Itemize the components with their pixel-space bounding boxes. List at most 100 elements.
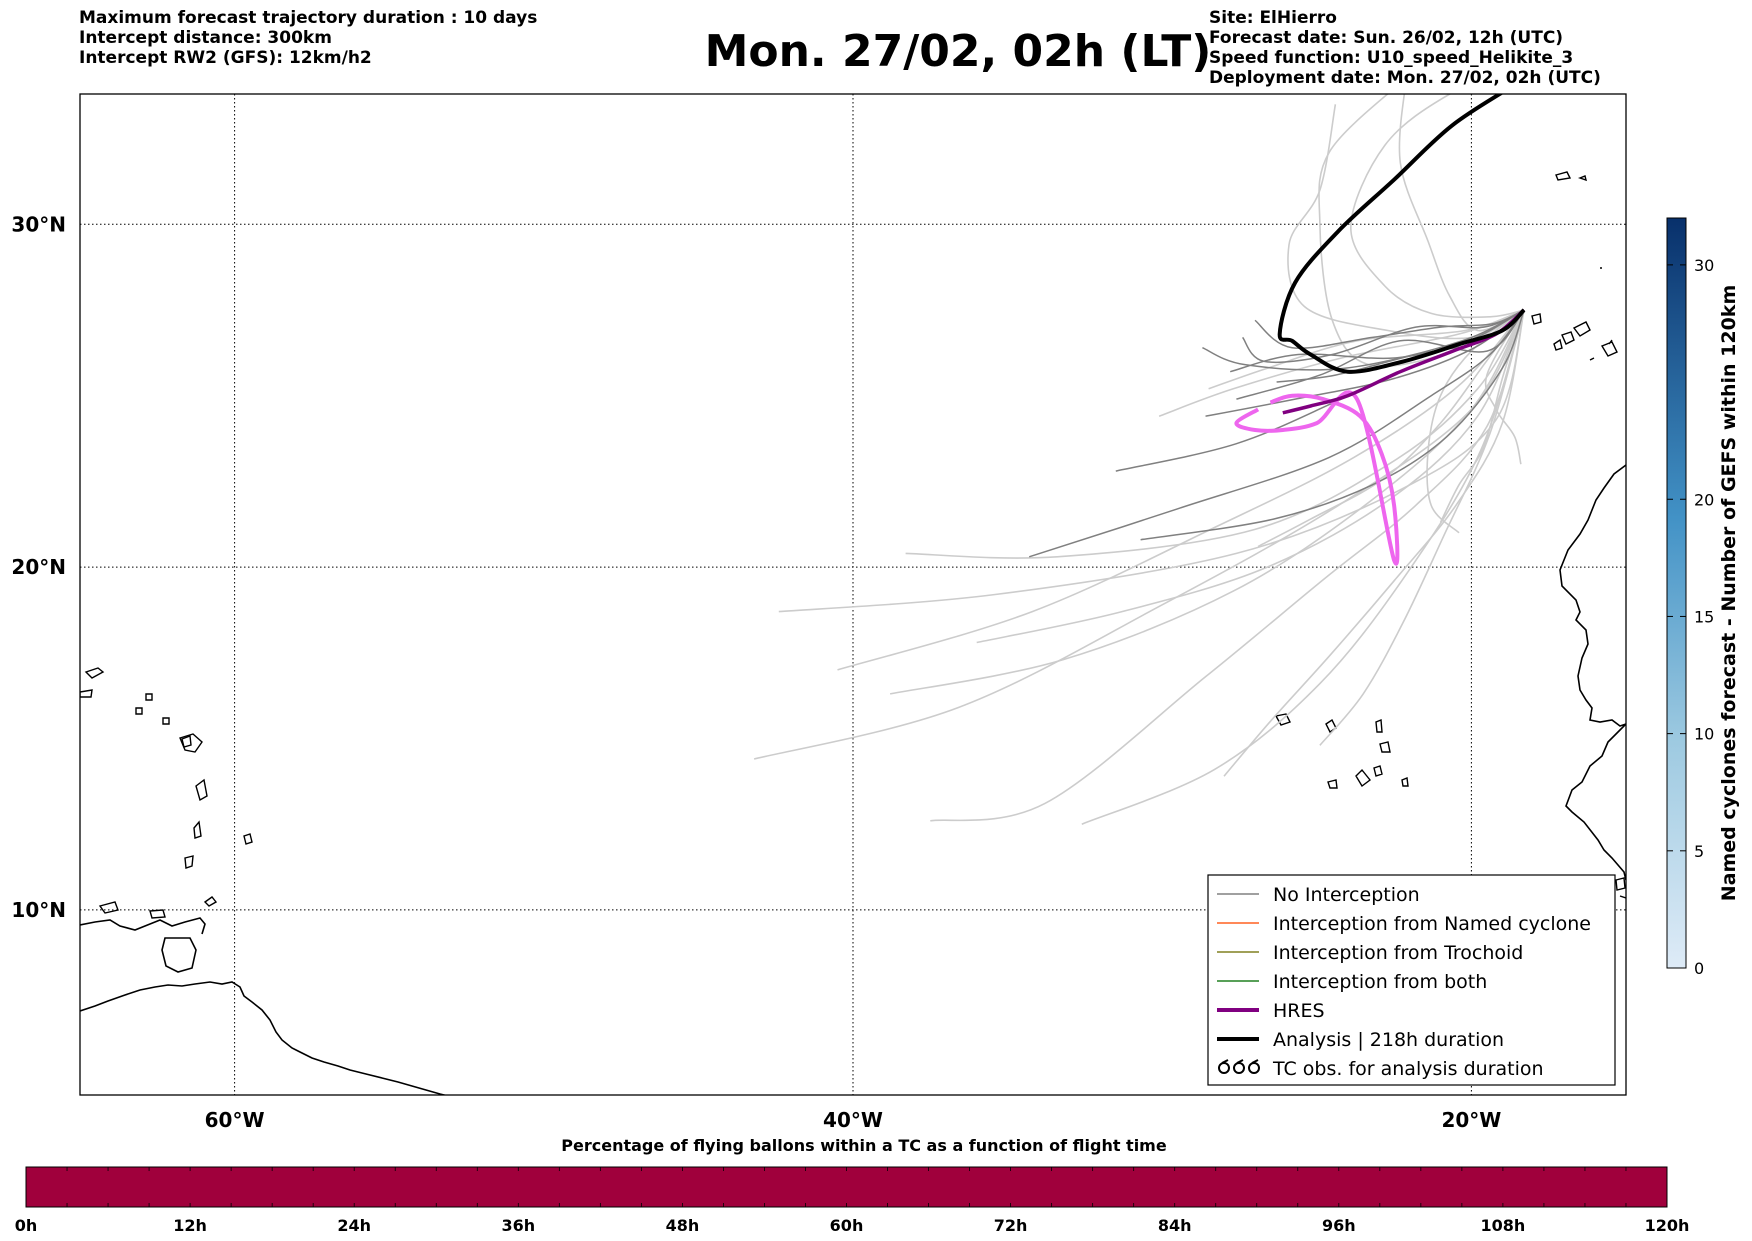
coast-guadeloupe xyxy=(179,733,203,753)
bar-tick-label: 0h xyxy=(15,1216,38,1235)
coast-canary-islands xyxy=(1531,313,1618,361)
no-interception-trajectory xyxy=(1236,309,1525,400)
coast-margarita xyxy=(149,909,166,919)
no-interception-trajectory xyxy=(1202,309,1525,371)
bar-tick-label: 48h xyxy=(666,1216,700,1235)
coast-barbados xyxy=(243,833,253,845)
bar-tick-label: 96h xyxy=(1322,1216,1356,1235)
tc-percentage-segments xyxy=(66,1167,1627,1207)
faint-trajectory xyxy=(889,309,1525,695)
coast-lesser-antilles-3 xyxy=(193,820,202,839)
faint-trajectory xyxy=(905,309,1525,559)
map-frame xyxy=(79,93,1627,1096)
bar-tick-label: 36h xyxy=(501,1216,535,1235)
colorbar-tick-label: 15 xyxy=(1694,607,1714,626)
legend-label: TC obs. for analysis duration xyxy=(1272,1058,1544,1080)
x-tick-label: 60°W xyxy=(205,1108,265,1132)
colorbar-tick-label: 20 xyxy=(1694,490,1714,509)
no-interception-trajectory xyxy=(1028,309,1525,558)
coast-antigua-group xyxy=(80,667,105,698)
bar-tick-label: 72h xyxy=(994,1216,1028,1235)
y-tick-label: 10°N xyxy=(11,898,66,922)
intercept-rw2-label: Intercept RW2 (GFS): 12km/h2 xyxy=(79,48,372,68)
intercept-distance-label: Intercept distance: 300km xyxy=(79,28,332,48)
chart-legend: No Interception Interception from Named c… xyxy=(1207,874,1616,1086)
cyclone-colorbar: 0 5 10 15 20 30 Named cyclones forecast - Num… xyxy=(1666,217,1740,978)
coast-lesser-antilles-2 xyxy=(195,778,208,802)
coast-africa-west xyxy=(1559,464,1626,881)
legend-label: Interception from Trochoid xyxy=(1273,942,1523,964)
no-interception-trajectory xyxy=(1140,309,1525,541)
y-tick-label: 30°N xyxy=(11,212,66,236)
colorbar-label: Named cyclones forecast - Number of GEFS… xyxy=(1718,285,1740,902)
no-interception-trajectory xyxy=(1205,309,1525,417)
bar-tick-label: 120h xyxy=(1645,1216,1690,1235)
page-title: Mon. 27/02, 02h (LT) xyxy=(0,26,1752,78)
faint-trajectory xyxy=(1484,309,1525,465)
speed-function-label: Speed function: U10_speed_Helikite_3 xyxy=(1209,48,1574,68)
y-tick-label: 20°N xyxy=(11,555,66,579)
no-interception-trajectories xyxy=(1028,309,1525,558)
ensemble-faint-trajectories xyxy=(753,94,1525,825)
faint-trajectory xyxy=(1426,309,1525,534)
legend-label: Analysis | 218h duration xyxy=(1273,1029,1504,1051)
bar-tick-label: 108h xyxy=(1481,1216,1526,1235)
tc-percentage-title: Percentage of flying ballons within a TC… xyxy=(561,1136,1167,1155)
colorbar-tick-label: 30 xyxy=(1694,256,1714,275)
coast-lesser-antilles-4 xyxy=(184,855,194,869)
faint-trajectory xyxy=(1223,309,1525,777)
tc-percentage-fill xyxy=(25,1166,1668,1208)
hres-extended-trajectory xyxy=(1234,390,1400,566)
coast-africa-islands-south xyxy=(1615,877,1626,899)
legend-box xyxy=(1207,874,1616,1086)
faint-trajectory xyxy=(976,309,1525,644)
deployment-date-label: Deployment date: Mon. 27/02, 02h (UTC) xyxy=(1209,68,1601,88)
faint-trajectory xyxy=(1319,309,1525,746)
bar-tick-label: 84h xyxy=(1158,1216,1192,1235)
analysis-trajectory xyxy=(1277,94,1526,374)
map-axis-ticks: 60°W 40°W 20°W 10°N 20°N 30°N xyxy=(11,212,1501,1132)
tc-percentage-ticks: 0h 12h 24h 36h 48h 60h 72h 84h 96h 108h 120h xyxy=(15,1216,1690,1235)
faint-trajectory xyxy=(1398,94,1525,332)
trajectories xyxy=(753,94,1526,825)
legend-label: Interception from both xyxy=(1273,971,1487,993)
bar-tick-label: 12h xyxy=(173,1216,207,1235)
coast-small-island-2 xyxy=(135,693,170,725)
coast-madeira xyxy=(1555,171,1602,269)
legend-label: No Interception xyxy=(1273,884,1420,906)
coast-trinidad xyxy=(161,937,197,973)
header-left-info: Maximum forecast trajectory duration : 1… xyxy=(79,8,537,68)
tc-symbol-arm xyxy=(1221,1059,1229,1064)
hres-extended-line xyxy=(1234,390,1400,566)
legend-label: Interception from Named cyclone xyxy=(1273,913,1591,935)
tc-percentage-bar: Percentage of flying ballons within a TC… xyxy=(15,1136,1690,1235)
no-interception-trajectory xyxy=(1254,309,1525,349)
map-area: 60°W 40°W 20°W 10°N 20°N 30°N No Interception… xyxy=(11,93,1627,1132)
colorbar-tick-label: 0 xyxy=(1694,959,1704,978)
analysis-line xyxy=(1277,94,1526,374)
colorbar-gradient xyxy=(1666,217,1687,969)
bar-tick-label: 24h xyxy=(337,1216,371,1235)
colorbar-ticks: 0 5 10 15 20 30 xyxy=(1667,256,1714,978)
no-interception-trajectory xyxy=(1230,309,1525,373)
coast-south-america xyxy=(80,981,448,1095)
site-label: Site: ElHierro xyxy=(1209,8,1337,28)
tc-symbol-arm xyxy=(1236,1059,1244,1064)
faint-trajectory xyxy=(837,309,1525,671)
coast-small-island-1 xyxy=(98,901,119,914)
faint-trajectory xyxy=(778,309,1525,613)
colorbar-tick-label: 5 xyxy=(1694,842,1704,861)
max-duration-label: Maximum forecast trajectory duration : 1… xyxy=(79,8,538,28)
forecast-date-label: Forecast date: Sun. 26/02, 12h (UTC) xyxy=(1209,28,1564,48)
tc-symbol-arm xyxy=(1251,1059,1259,1064)
x-tick-label: 40°W xyxy=(823,1108,883,1132)
header-right-info: Site: ElHierro Forecast date: Sun. 26/02… xyxy=(1209,8,1601,88)
x-tick-label: 20°W xyxy=(1441,1108,1501,1132)
legend-label: HRES xyxy=(1273,1000,1325,1022)
faint-trajectory xyxy=(1081,309,1525,825)
faint-trajectory xyxy=(1257,309,1525,548)
coast-venezuela-peninsula xyxy=(80,917,206,935)
coast-tobago xyxy=(203,896,218,907)
faint-trajectory xyxy=(930,309,1525,822)
